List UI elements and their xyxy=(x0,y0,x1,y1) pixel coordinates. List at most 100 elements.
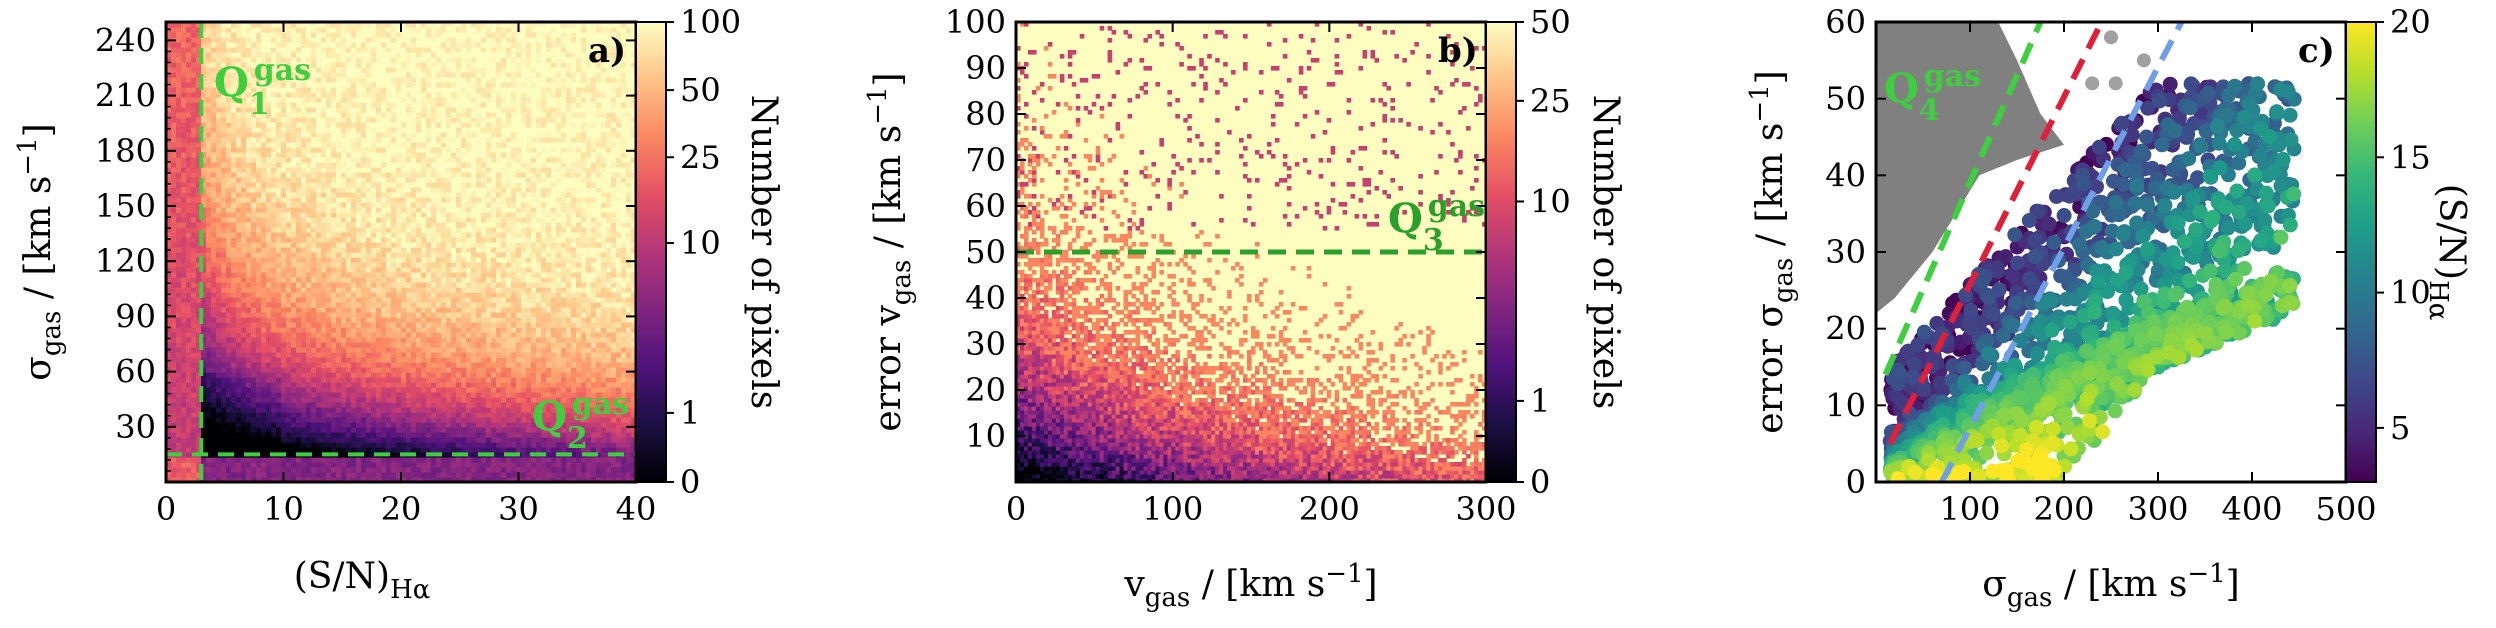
panel-a-heatmap xyxy=(166,22,636,482)
scatter-point xyxy=(2237,216,2253,232)
scatter-point xyxy=(2247,313,2263,329)
scatter-point xyxy=(2258,287,2274,302)
scatter-point xyxy=(2157,197,2173,213)
scatter-point xyxy=(1947,472,1963,482)
scatter-point xyxy=(1998,249,2014,265)
scatter-point xyxy=(2230,243,2246,259)
y-tick-label: 40 xyxy=(965,279,1006,317)
scatter-point xyxy=(2140,100,2156,116)
scatter-point xyxy=(2231,204,2247,220)
scatter-point xyxy=(2147,326,2163,341)
y-tick-label: 30 xyxy=(1825,233,1866,271)
scatter-point xyxy=(1991,282,2007,298)
scatter-point xyxy=(2260,198,2276,214)
scatter-point xyxy=(2060,420,2076,435)
scatter-point xyxy=(1985,306,2001,322)
scatter-point xyxy=(2227,78,2243,94)
scatter-point xyxy=(2247,167,2263,183)
dashed-line-green xyxy=(1882,22,2044,376)
scatter-point xyxy=(2014,390,2030,406)
panel-b-y-ticks: 10 20 30 40 50 60 70 80 90 100 xyxy=(945,3,1486,455)
scatter-point xyxy=(2154,137,2170,153)
scatter-point xyxy=(2127,195,2143,211)
scatter-point xyxy=(2166,287,2182,303)
scatter-point xyxy=(1979,445,1995,461)
scatter-point xyxy=(1985,463,2001,479)
scatter-point xyxy=(2286,186,2302,202)
scatter-point xyxy=(2108,76,2123,91)
scatter-point xyxy=(1980,345,1996,361)
y-tick-label: 20 xyxy=(965,371,1006,409)
scatter-point xyxy=(2275,151,2291,167)
scatter-point xyxy=(2046,234,2062,250)
scatter-point xyxy=(2063,441,2079,457)
scatter-point xyxy=(2089,179,2104,195)
scatter-point xyxy=(2198,123,2214,139)
scatter-point xyxy=(2114,115,2130,131)
scatter-point xyxy=(2171,273,2187,289)
annotation-q3: Q3gas xyxy=(1388,189,1485,258)
scatter-point xyxy=(2283,132,2299,147)
panel-a-colorbar xyxy=(636,22,666,482)
annotation-q2: Q2gas xyxy=(532,387,629,456)
scatter-point xyxy=(2211,243,2227,259)
scatter-point xyxy=(2236,110,2252,125)
scatter-point xyxy=(2210,118,2226,134)
scatter-point xyxy=(2250,76,2266,92)
scatter-point xyxy=(2135,228,2151,244)
y-tick-label: 180 xyxy=(95,132,156,170)
colorbar-tick-label: 10 xyxy=(680,224,721,262)
x-tick-label: 0 xyxy=(1006,490,1026,528)
y-tick-label: 240 xyxy=(95,21,156,59)
scatter-point xyxy=(2252,148,2268,163)
scatter-point xyxy=(2170,254,2186,270)
scatter-point xyxy=(2229,183,2245,199)
scatter-point xyxy=(2218,324,2234,340)
scatter-point xyxy=(2215,301,2231,317)
x-tick-label: 40 xyxy=(616,490,657,528)
scatter-point xyxy=(2273,178,2289,194)
scatter-point xyxy=(2111,207,2127,223)
scatter-point xyxy=(2211,135,2227,151)
scatter-point xyxy=(2231,155,2247,171)
scatter-point xyxy=(2118,162,2134,178)
x-tick-label: 300 xyxy=(1455,490,1516,528)
panel-a-y-label: σgas / [km s−1] xyxy=(13,123,67,380)
x-tick-label: 100 xyxy=(1939,490,2000,528)
scatter-point xyxy=(2136,294,2152,310)
scatter-point xyxy=(2079,391,2095,407)
colorbar-tick-label: 50 xyxy=(1530,3,1571,41)
panel-b-colorbar-label: Number of pixels xyxy=(1585,95,1626,409)
scatter-point xyxy=(1907,464,1923,480)
y-tick-label: 0 xyxy=(1846,463,1866,501)
y-tick-label: 120 xyxy=(95,242,156,280)
scatter-point xyxy=(2240,298,2256,314)
x-tick-label: 300 xyxy=(2127,490,2188,528)
panel-a-x-label: (S/N)Hα xyxy=(294,556,431,605)
scatter-point xyxy=(1963,302,1979,318)
scatter-point xyxy=(1991,426,2007,442)
panel-c-masked-region xyxy=(1876,22,2064,314)
scatter-point xyxy=(2007,295,2023,311)
scatter-point xyxy=(2282,107,2298,123)
scatter-point xyxy=(2148,179,2164,195)
scatter-point xyxy=(2104,30,2118,45)
scatter-point xyxy=(2072,236,2088,252)
scatter-point xyxy=(2087,293,2103,309)
y-tick-label: 80 xyxy=(965,95,1006,133)
y-tick-label: 30 xyxy=(115,408,156,446)
scatter-point xyxy=(2115,226,2131,242)
scatter-point xyxy=(2136,53,2151,68)
scatter-point xyxy=(2009,255,2025,271)
scatter-point xyxy=(2133,281,2149,297)
scatter-point xyxy=(2031,459,2047,475)
scatter-point xyxy=(2082,413,2098,429)
scatter-point xyxy=(2106,319,2122,335)
scatter-point xyxy=(2166,184,2182,200)
scatter-point xyxy=(2253,233,2269,248)
annotation-q4: Q4gas xyxy=(1884,59,1981,128)
colorbar-tick-label: 5 xyxy=(2390,409,2410,447)
scatter-point xyxy=(2273,229,2289,245)
